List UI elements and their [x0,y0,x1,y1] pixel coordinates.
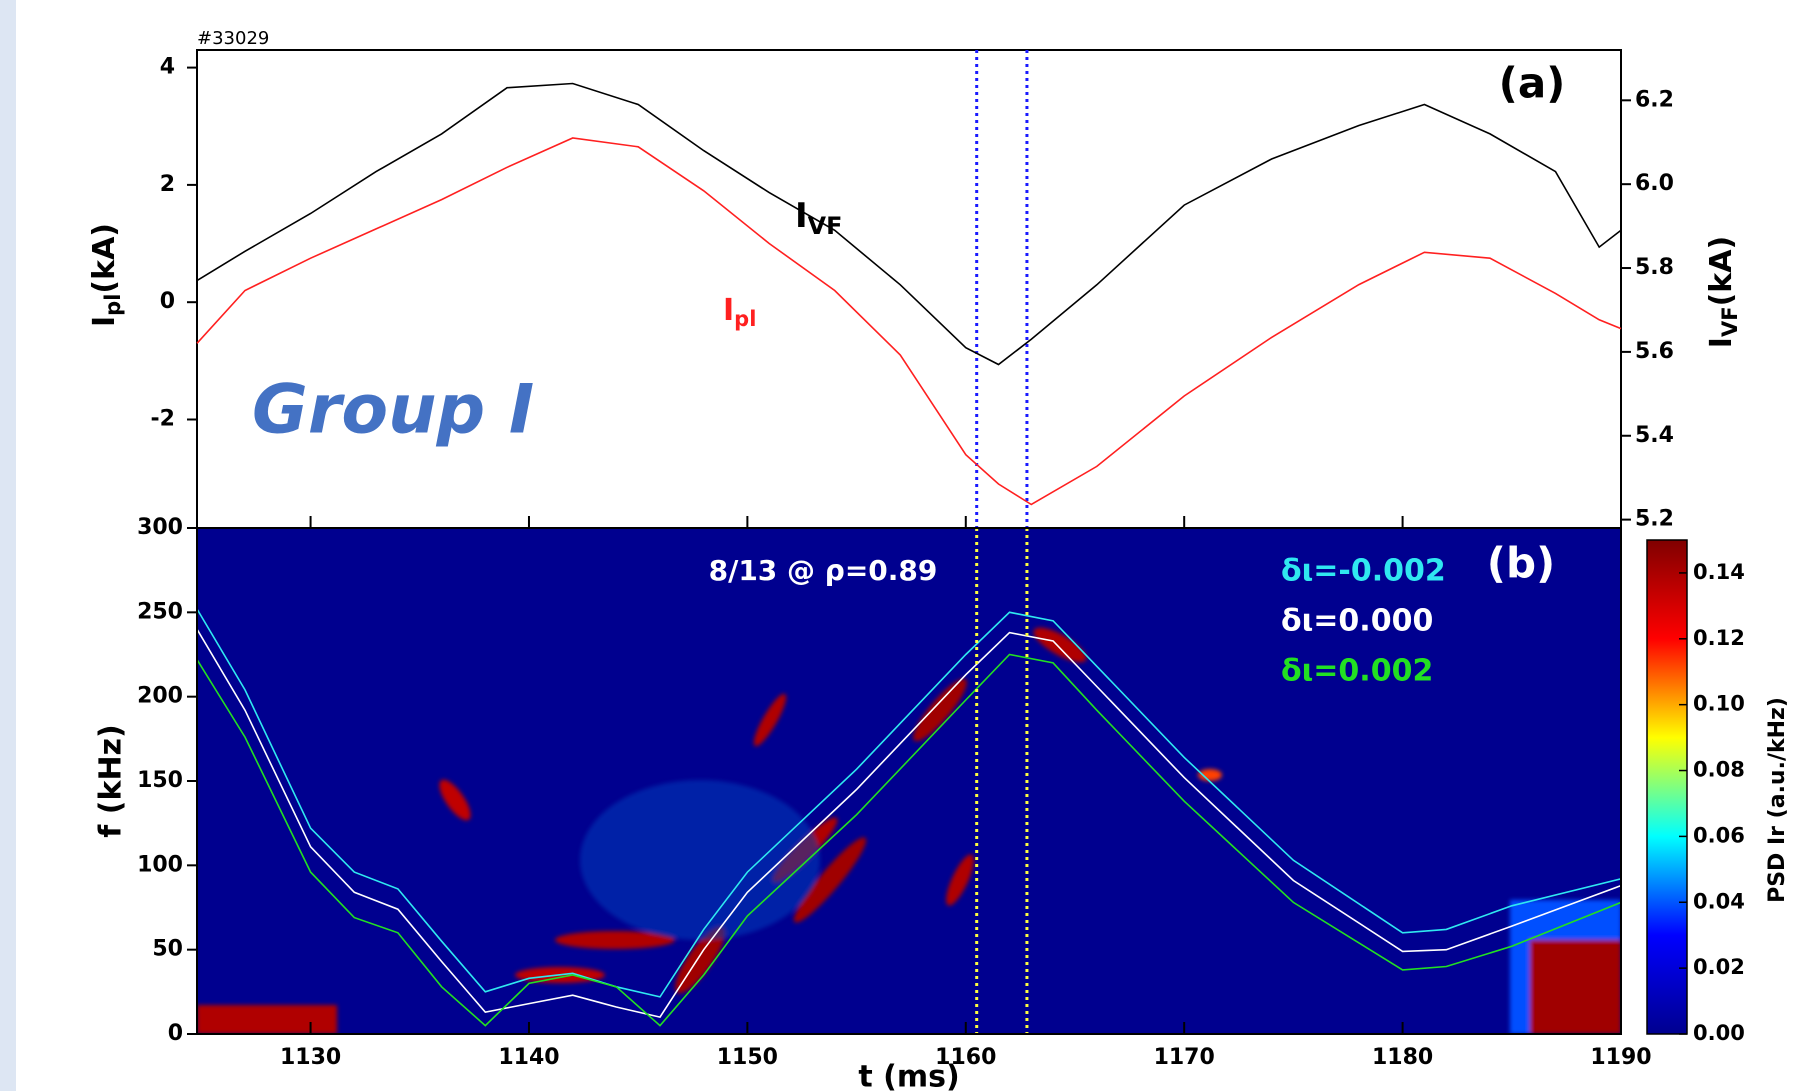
x-tick-label: 1130 [280,1045,341,1070]
y-tick-label: 4 [160,55,175,80]
colorbar-tick-label: 0.06 [1693,823,1745,847]
y-tick-label: 250 [137,599,183,624]
y-tick-label: 50 [152,937,183,962]
y-tick-label: 2 [160,172,175,197]
annotation: 8/13 @ ρ=0.89 [709,554,938,587]
colorbar-tick-label: 0.00 [1693,1021,1745,1045]
y2-axis-label: IVF(kA) [1704,236,1743,348]
y2-tick-label: 5.2 [1635,507,1674,532]
colorbar-tick-label: 0.14 [1693,560,1745,584]
legend-entry: δι=0.000 [1281,604,1433,639]
x-tick-label: 1170 [1154,1045,1215,1070]
x-tick-label: 1160 [935,1045,996,1070]
x-axis-label: t (ms) [858,1060,959,1091]
colorbar-tick-label: 0.04 [1693,889,1745,913]
series-line [196,82,1622,366]
x-tick-label: 1150 [717,1045,778,1070]
side-strip [0,0,16,1091]
colorbar-label: PSD Ir (a.u./kHz) [1765,697,1790,903]
panel-label: (b) [1487,539,1555,588]
y-tick-label: 0 [160,289,175,314]
legend-entry: δι=0.002 [1281,654,1433,689]
series-line [196,628,1622,1019]
y-axis-label: f (kHz) [94,724,129,837]
y2-tick-label: 6.0 [1635,171,1674,196]
colorbar [1646,539,1688,1035]
x-tick-label: 1140 [498,1045,559,1070]
series-line [196,608,1622,998]
colorbar-tick-label: 0.02 [1693,955,1745,979]
legend-entry: δι=-0.002 [1281,554,1446,589]
y2-tick-label: 5.4 [1635,423,1674,448]
group-label: Group I [252,371,534,450]
y2-tick-label: 5.8 [1635,255,1674,280]
x-tick-label: 1190 [1590,1045,1651,1070]
y-tick-label: -2 [151,406,175,431]
series-label: Ipl [723,293,756,332]
colorbar-tick-label: 0.10 [1693,692,1745,716]
y-axis-label: Ipl(kA) [87,223,126,327]
panel-id: #33029 [197,28,269,49]
colorbar-tick-label: 0.08 [1693,758,1745,782]
y-tick-label: 200 [137,684,183,709]
colorbar-tick-label: 0.12 [1693,626,1745,650]
plot-frame [196,49,1622,529]
y-tick-label: 300 [137,515,183,540]
y-tick-label: 100 [137,852,183,877]
spectrogram-texture [197,627,1621,1034]
series-line [196,653,1622,1027]
y2-tick-label: 5.6 [1635,339,1674,364]
y2-tick-label: 6.2 [1635,87,1674,112]
panel-label: (a) [1499,59,1566,108]
x-tick-label: 1180 [1372,1045,1433,1070]
series-line [196,137,1622,506]
spectrogram-background [197,528,1621,1034]
y-tick-label: 0 [168,1021,183,1046]
series-label: IVF [795,196,842,240]
y-tick-label: 150 [137,768,183,793]
